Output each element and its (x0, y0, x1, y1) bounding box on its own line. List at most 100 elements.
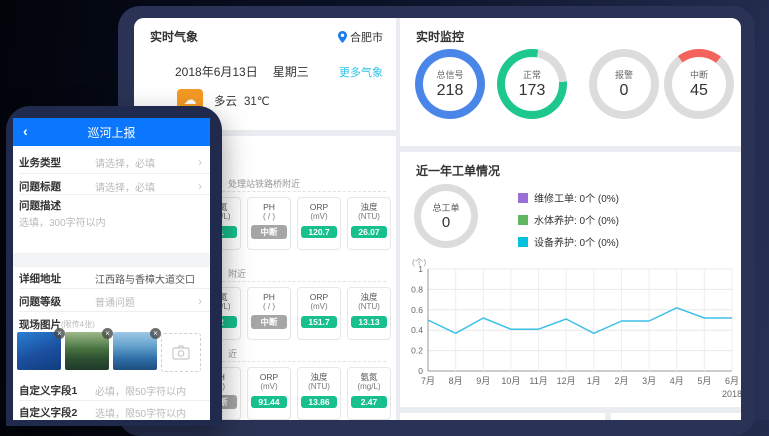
metric-card: PH( / ) 中断 (247, 197, 291, 250)
svg-text:5月: 5月 (697, 376, 711, 386)
metric-label: PH (263, 202, 275, 212)
svg-text:0.2: 0.2 (411, 346, 423, 356)
svg-text:8月: 8月 (449, 376, 463, 386)
workorder-title: 近一年工单情况 (416, 164, 501, 178)
metric-value-badge: 120.7 (301, 226, 337, 238)
metric-unit: (NTU) (358, 302, 380, 311)
metric-label: PH (263, 292, 275, 302)
metric-label: 浊度 (310, 372, 328, 382)
svg-text:3月: 3月 (642, 376, 656, 386)
svg-text:2018: 2018 (722, 389, 741, 399)
svg-text:1月: 1月 (587, 376, 601, 386)
legend-text: 设备养护: 0个 (0%) (534, 238, 620, 249)
chevron-right-icon: › (198, 155, 202, 169)
chevron-right-icon: › (198, 179, 202, 193)
photo-thumbnail[interactable]: × (113, 328, 161, 370)
station-divider (142, 361, 386, 362)
metric-value-badge: 151.7 (301, 316, 337, 328)
metric-value-badge: 13.13 (351, 316, 387, 328)
workorder-line-chart: (个) 0 0.2 0.4 0.6 0.8 1 7月 8月 9月 10月 11月 12月 1月 2月 3月 4月… (400, 257, 741, 407)
issue-desc-textarea[interactable]: 选填，300字符以内 (19, 218, 106, 229)
metric-value-badge: 26.07 (351, 226, 387, 238)
legend-item: 设备养护: 0个 (0%) (518, 234, 619, 249)
more-weather-link[interactable]: 更多气象 (339, 67, 383, 79)
custom2-label: 自定义字段2 (19, 406, 78, 419)
remove-photo-icon[interactable]: × (150, 328, 161, 339)
add-photo-button[interactable] (161, 333, 201, 372)
weather-date: 2018年6月13日 星期三 (175, 63, 309, 80)
metric-label: 浊度 (360, 292, 378, 302)
issue-title-placeholder: 请选择，必填 (95, 182, 155, 194)
gauge-normal: 正常 173 (497, 49, 567, 119)
svg-text:4月: 4月 (670, 376, 684, 386)
dashboard: 实时气象 合肥市 2018年6月13日 星期三 更多气象 ☁ 多云 31℃ 处理站铁… (134, 18, 741, 420)
svg-text:9月: 9月 (476, 376, 490, 386)
metric-label: ORP (309, 202, 329, 212)
weekday-text: 星期三 (272, 65, 309, 79)
back-button[interactable]: ‹ (23, 123, 28, 139)
svg-text:12月: 12月 (557, 376, 576, 386)
metric-card: ORP (mV) 91.44 (247, 367, 291, 420)
gauge-label: 中断 (689, 70, 708, 80)
field-issue-level[interactable]: 问题等级 普通问题 › (19, 291, 204, 311)
metric-unit: (mg/L) (357, 382, 381, 391)
gauge-value: 45 (690, 82, 708, 99)
city-selector[interactable]: 合肥市 (338, 29, 383, 45)
gauge-label: 总信号 (436, 70, 464, 80)
metric-card: 浊度 (NTU) 13.13 (347, 287, 391, 340)
metric-card: 浊度 (NTU) 13.86 (297, 367, 341, 420)
station-divider (142, 281, 386, 282)
remove-photo-icon[interactable]: × (54, 328, 65, 339)
location-pin-icon (338, 31, 347, 43)
gauge-label: 正常 (522, 70, 541, 80)
custom1-placeholder: 必填，限50字符以内 (95, 386, 187, 398)
remove-photo-icon[interactable]: × (102, 328, 113, 339)
metric-card: ORP (mV) 120.7 (297, 197, 341, 250)
metric-card: ORP (mV) 151.7 (297, 287, 341, 340)
photos-label-row: 现场图片 (限传4张) (19, 314, 204, 334)
svg-text:0.8: 0.8 (411, 284, 423, 294)
issue-desc-label: 问题描述 (19, 200, 61, 212)
bottom-panel-right (611, 413, 741, 420)
legend-item: 维修工单: 0个 (0%) (518, 190, 619, 205)
realtime-monitor-panel: 实时监控 总信号 218 正常 173 报警 0 中断 45 (400, 18, 741, 146)
field-issue-title[interactable]: 问题标题 请选择，必填 › (19, 176, 204, 196)
field-business-type[interactable]: 业务类型 请选择，必填 › (19, 152, 204, 172)
chevron-right-icon: › (198, 294, 202, 308)
station-divider (142, 191, 386, 192)
gauge-alarm: 报警 0 (589, 49, 659, 119)
realtime-monitor-title: 实时监控 (416, 30, 465, 44)
total-workorder-label: 总工单 (432, 203, 460, 213)
svg-text:2月: 2月 (614, 376, 628, 386)
divider (19, 288, 210, 289)
phone-header: ‹ 巡河上报 (13, 118, 210, 146)
phone-screen: ‹ 巡河上报 业务类型 请选择，必填 › 问题标题 请选择，必填 › 问题描述 … (13, 118, 210, 420)
field-custom-1[interactable]: 自定义字段1 必填，限50字符以内 (19, 380, 204, 400)
metric-unit: (NTU) (358, 212, 380, 221)
metric-unit: (NTU) (308, 382, 330, 391)
legend-text: 维修工单: 0个 (0%) (534, 194, 620, 205)
legend-color-swatch (518, 236, 528, 247)
metric-value-badge: 中断 (251, 225, 287, 239)
phone-page-title: 巡河上报 (87, 125, 136, 140)
field-address[interactable]: 详细地址 江西路与香樟大道交口 (19, 268, 204, 288)
svg-text:(个): (个) (412, 257, 426, 267)
svg-text:7月: 7月 (421, 376, 435, 386)
cloudy-weather-icon: ☁ (177, 89, 203, 110)
chart-svg: (个) 0 0.2 0.4 0.6 0.8 1 7月 8月 9月 10月 11月 12月 1月 2月 3月 4月… (411, 257, 741, 399)
photo-thumbnail[interactable]: × (65, 328, 113, 370)
divider (19, 400, 210, 401)
legend-text: 水体养护: 0个 (0%) (534, 216, 620, 227)
metric-label: ORP (259, 372, 279, 382)
metric-unit: ( / ) (263, 302, 275, 311)
photo-thumbnail[interactable]: × (17, 328, 65, 370)
section-divider (13, 253, 210, 267)
svg-text:0: 0 (418, 366, 423, 376)
field-custom-2[interactable]: 自定义字段2 选填，限50字符以内 (19, 402, 204, 420)
total-workorder-value: 0 (441, 214, 451, 231)
gauge-value: 173 (518, 82, 546, 99)
metric-label: 氨氮 (360, 372, 378, 382)
metric-value-badge: 91.44 (251, 396, 287, 408)
metric-value-badge: 2.47 (351, 396, 387, 408)
issue-level-value: 普通问题 (95, 297, 135, 309)
